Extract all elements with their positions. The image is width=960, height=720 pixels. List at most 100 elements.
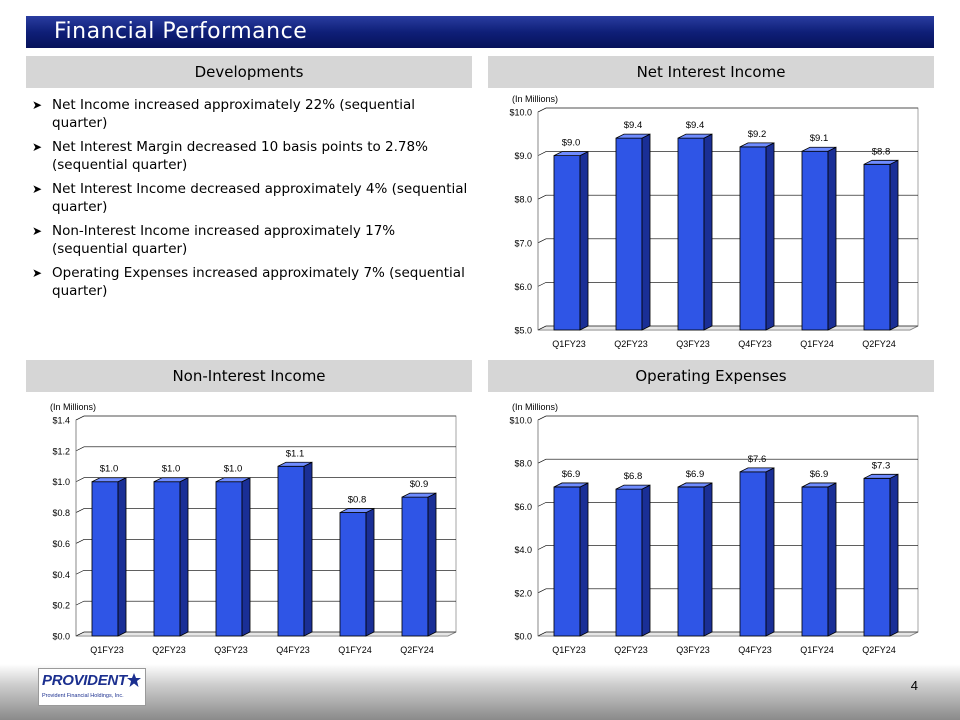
bar-top xyxy=(615,133,651,139)
plot-floor xyxy=(537,631,919,637)
data-label: $1.0 xyxy=(100,464,119,475)
title-bar: Financial Performance xyxy=(26,16,934,48)
x-tick-label: Q2FY23 xyxy=(614,339,648,349)
gridline xyxy=(537,194,918,200)
y-tick-label: $2.0 xyxy=(514,588,532,598)
plot-floor xyxy=(537,325,919,331)
bar-front xyxy=(863,163,891,331)
y-tick-label: $0.0 xyxy=(514,632,532,642)
arrow-bullet-icon: ➤ xyxy=(32,140,43,154)
plot-floor xyxy=(75,631,457,637)
x-tick-label: Q3FY23 xyxy=(676,339,710,349)
bar xyxy=(739,142,775,331)
x-tick-label: Q1FY23 xyxy=(552,339,586,349)
y-tick-label: $1.0 xyxy=(52,477,70,487)
operating-expenses-chart: $0.0 $2.0 $4.0 $6.0 $8.0 $10.0 (In Millions) $6… xyxy=(509,402,919,655)
bar-top xyxy=(215,477,251,483)
data-label: $9.4 xyxy=(686,120,705,131)
net-interest-income-chart: $5.0 $6.0 $7.0 $8.0 $9.0 $10.0 (In Millions) $9… xyxy=(509,94,919,349)
bar-side xyxy=(889,159,899,331)
data-label: $9.1 xyxy=(810,133,829,144)
gridline xyxy=(75,631,456,637)
bullet-text: Net Interest Margin decreased 10 basis p… xyxy=(52,139,428,173)
bar-top xyxy=(401,492,437,498)
bar-side xyxy=(365,507,375,637)
bullet-text: Operating Expenses increased approximate… xyxy=(52,265,465,299)
y-tick-label: $0.4 xyxy=(52,570,70,580)
unit-note: (In Millions) xyxy=(512,402,558,412)
gridline xyxy=(75,569,456,575)
gridline xyxy=(537,458,918,464)
bar-side xyxy=(765,467,775,637)
bar-top xyxy=(615,484,651,490)
bar-side xyxy=(827,482,837,637)
bar-front xyxy=(553,155,581,331)
x-tick-label: Q1FY24 xyxy=(338,645,372,655)
bar xyxy=(677,133,713,331)
bullet-text: Non-Interest Income increased approximat… xyxy=(52,223,396,257)
data-label: $6.9 xyxy=(810,469,829,480)
gridline xyxy=(75,600,456,606)
y-tick-label: $10.0 xyxy=(509,416,532,426)
data-label: $0.9 xyxy=(410,479,429,490)
bar-top xyxy=(277,461,313,467)
bar xyxy=(153,477,189,637)
x-tick-label: Q1FY24 xyxy=(800,645,834,655)
bar-front xyxy=(739,146,767,331)
star-icon xyxy=(127,673,141,687)
arrow-bullet-icon: ➤ xyxy=(32,98,43,112)
y-tick-label: $1.2 xyxy=(52,446,70,456)
list-item: ➤ Operating Expenses increased approximat… xyxy=(32,264,472,300)
non-interest-income-chart: $0.0 $0.2 $0.4 $0.6 $0.8 $1.0 $1.2 $1.4 (In Mill… xyxy=(50,402,457,655)
bar-side xyxy=(641,133,651,331)
gridline xyxy=(537,107,918,113)
x-tick-label: Q2FY23 xyxy=(152,645,186,655)
bar-top xyxy=(739,467,775,473)
bar xyxy=(677,482,713,637)
logo-name: PROVIDENT xyxy=(42,672,127,689)
x-tick-label: Q1FY23 xyxy=(552,645,586,655)
bar-top xyxy=(863,159,899,165)
data-label: $8.8 xyxy=(872,146,891,157)
gridline xyxy=(75,477,456,482)
y-tick-label: $7.0 xyxy=(514,238,532,248)
plot-area xyxy=(537,415,919,637)
list-item: ➤ Net Income increased approximately 22% … xyxy=(32,96,472,132)
x-tick-label: Q1FY23 xyxy=(90,645,124,655)
bar-front xyxy=(801,150,829,331)
gridline xyxy=(75,446,456,452)
data-label: $1.1 xyxy=(286,448,305,459)
x-tick-label: Q2FY24 xyxy=(862,645,896,655)
gridline xyxy=(537,415,918,421)
data-label: $9.4 xyxy=(624,120,643,131)
net-interest-income-header: Net Interest Income xyxy=(488,56,934,88)
bar-top xyxy=(677,482,713,488)
y-tick-label: $0.0 xyxy=(52,632,70,642)
x-tick-label: Q4FY23 xyxy=(738,339,772,349)
bar-front xyxy=(153,481,181,637)
bar-side xyxy=(303,461,313,637)
y-tick-label: $4.0 xyxy=(514,545,532,555)
gridline xyxy=(537,545,918,550)
bar-front xyxy=(615,488,643,637)
bar xyxy=(739,467,775,637)
bar xyxy=(553,150,589,331)
plot-area xyxy=(75,415,457,637)
bar-side xyxy=(579,482,589,637)
bar-side xyxy=(889,473,899,637)
page-number: 4 xyxy=(910,678,918,693)
bar-side xyxy=(579,150,589,331)
y-tick-label: $5.0 xyxy=(514,326,532,336)
y-tick-label: $10.0 xyxy=(509,108,532,118)
bar xyxy=(801,482,837,637)
bar-front xyxy=(615,137,643,331)
list-item: ➤ Net Interest Margin decreased 10 basis … xyxy=(32,138,472,174)
data-label: $6.9 xyxy=(686,469,705,480)
gridline xyxy=(75,415,456,421)
bar-front xyxy=(553,486,581,637)
x-tick-label: Q2FY24 xyxy=(400,645,434,655)
developments-header: Developments xyxy=(26,56,472,88)
bar-front xyxy=(277,465,305,637)
list-item: ➤ Non-Interest Income increased approxima… xyxy=(32,222,472,258)
bar-top xyxy=(863,473,899,479)
